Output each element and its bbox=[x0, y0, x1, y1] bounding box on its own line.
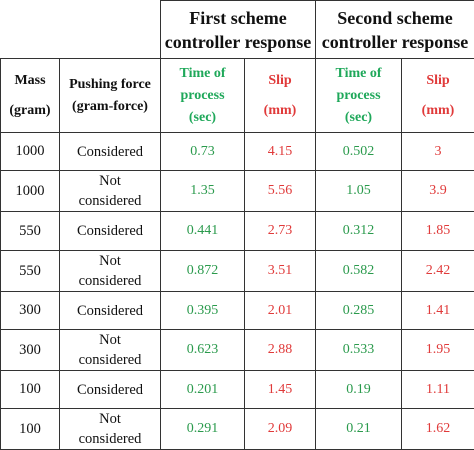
mass-cell: 100 bbox=[1, 409, 60, 450]
time1-header-line1: Time of bbox=[161, 63, 244, 85]
time2-cell: 0.19 bbox=[316, 371, 402, 409]
slip1-header: Slip (mm) bbox=[245, 59, 316, 133]
slip2-cell: 3.9 bbox=[402, 171, 474, 212]
header-blank-cell bbox=[1, 1, 161, 59]
pushing-header-line1: Pushing force bbox=[60, 74, 160, 96]
time2-cell: 1.05 bbox=[316, 171, 402, 212]
pushing-force-line: considered bbox=[60, 429, 160, 449]
slip1-cell: 2.01 bbox=[245, 292, 316, 330]
slip1-cell: 1.45 bbox=[245, 371, 316, 409]
scheme1-title-line1: First scheme bbox=[161, 6, 315, 30]
header-row-columns: Mass (gram) Pushing force (gram-force) T… bbox=[1, 59, 474, 133]
pushing-force-line: Not bbox=[60, 409, 160, 429]
scheme1-title-line2: controller response bbox=[161, 30, 315, 54]
time1-cell: 1.35 bbox=[161, 171, 245, 212]
pushing-force-line: Not bbox=[60, 251, 160, 271]
pushing-force-line: Considered bbox=[60, 142, 160, 162]
slip2-header: Slip (mm) bbox=[402, 59, 474, 133]
pushing-force-line: Considered bbox=[60, 221, 160, 241]
pushing-force-line: considered bbox=[60, 271, 160, 291]
time2-cell: 0.21 bbox=[316, 409, 402, 450]
slip1-cell: 5.56 bbox=[245, 171, 316, 212]
time1-header: Time of process (sec) bbox=[161, 59, 245, 133]
pushing-force-line: considered bbox=[60, 350, 160, 370]
slip2-cell: 1.11 bbox=[402, 371, 474, 409]
time2-cell: 0.533 bbox=[316, 330, 402, 371]
slip1-cell: 2.09 bbox=[245, 409, 316, 450]
mass-cell: 550 bbox=[1, 212, 60, 251]
time2-header-line2: process bbox=[316, 85, 401, 107]
slip1-header-line2: (mm) bbox=[245, 100, 315, 122]
scheme2-header: Second scheme controller response bbox=[316, 1, 474, 59]
time1-header-line2: process bbox=[161, 85, 244, 107]
slip1-header-line1: Slip bbox=[245, 70, 315, 92]
slip1-cell: 4.15 bbox=[245, 133, 316, 171]
slip1-cell: 3.51 bbox=[245, 251, 316, 292]
mass-cell: 1000 bbox=[1, 171, 60, 212]
slip2-cell: 1.41 bbox=[402, 292, 474, 330]
time1-cell: 0.441 bbox=[161, 212, 245, 251]
time2-cell: 0.582 bbox=[316, 251, 402, 292]
mass-header-line2: (gram) bbox=[1, 100, 59, 122]
time2-cell: 0.502 bbox=[316, 133, 402, 171]
pushing-force-line: Considered bbox=[60, 301, 160, 321]
slip2-cell: 1.85 bbox=[402, 212, 474, 251]
mass-header-line1: Mass bbox=[1, 70, 59, 92]
pushing-force-line: Not bbox=[60, 171, 160, 191]
pushing-header-line2: (gram-force) bbox=[60, 96, 160, 118]
scheme1-header: First scheme controller response bbox=[161, 1, 316, 59]
pushing-force-cell: Considered bbox=[60, 212, 161, 251]
time1-header-line3: (sec) bbox=[161, 107, 244, 129]
slip2-header-line2: (mm) bbox=[402, 100, 474, 122]
mass-cell: 300 bbox=[1, 330, 60, 371]
time2-header-line1: Time of bbox=[316, 63, 401, 85]
mass-cell: 100 bbox=[1, 371, 60, 409]
time1-cell: 0.872 bbox=[161, 251, 245, 292]
header-row-schemes: First scheme controller response Second … bbox=[1, 1, 474, 59]
scheme2-title-line1: Second scheme bbox=[316, 6, 474, 30]
pushing-force-cell: Considered bbox=[60, 371, 161, 409]
slip2-cell: 3 bbox=[402, 133, 474, 171]
slip2-header-line1: Slip bbox=[402, 70, 474, 92]
time1-cell: 0.395 bbox=[161, 292, 245, 330]
time1-cell: 0.73 bbox=[161, 133, 245, 171]
pushing-force-line: considered bbox=[60, 191, 160, 211]
mass-cell: 1000 bbox=[1, 133, 60, 171]
slip1-cell: 2.88 bbox=[245, 330, 316, 371]
mass-cell: 300 bbox=[1, 292, 60, 330]
pushing-force-cell: Considered bbox=[60, 292, 161, 330]
pushing-force-cell: Considered bbox=[60, 133, 161, 171]
time1-cell: 0.291 bbox=[161, 409, 245, 450]
mass-cell: 550 bbox=[1, 251, 60, 292]
pushing-force-line: Not bbox=[60, 330, 160, 350]
time1-cell: 0.623 bbox=[161, 330, 245, 371]
scheme2-title-line2: controller response bbox=[316, 30, 474, 54]
pushing-force-header: Pushing force (gram-force) bbox=[60, 59, 161, 133]
slip2-cell: 1.95 bbox=[402, 330, 474, 371]
time2-cell: 0.285 bbox=[316, 292, 402, 330]
slip2-cell: 1.62 bbox=[402, 409, 474, 450]
slip1-cell: 2.73 bbox=[245, 212, 316, 251]
time2-cell: 0.312 bbox=[316, 212, 402, 251]
mass-header: Mass (gram) bbox=[1, 59, 60, 133]
time1-cell: 0.201 bbox=[161, 371, 245, 409]
time2-header-line3: (sec) bbox=[316, 107, 401, 129]
time2-header: Time of process (sec) bbox=[316, 59, 402, 133]
pushing-force-line: Considered bbox=[60, 380, 160, 400]
slip2-cell: 2.42 bbox=[402, 251, 474, 292]
